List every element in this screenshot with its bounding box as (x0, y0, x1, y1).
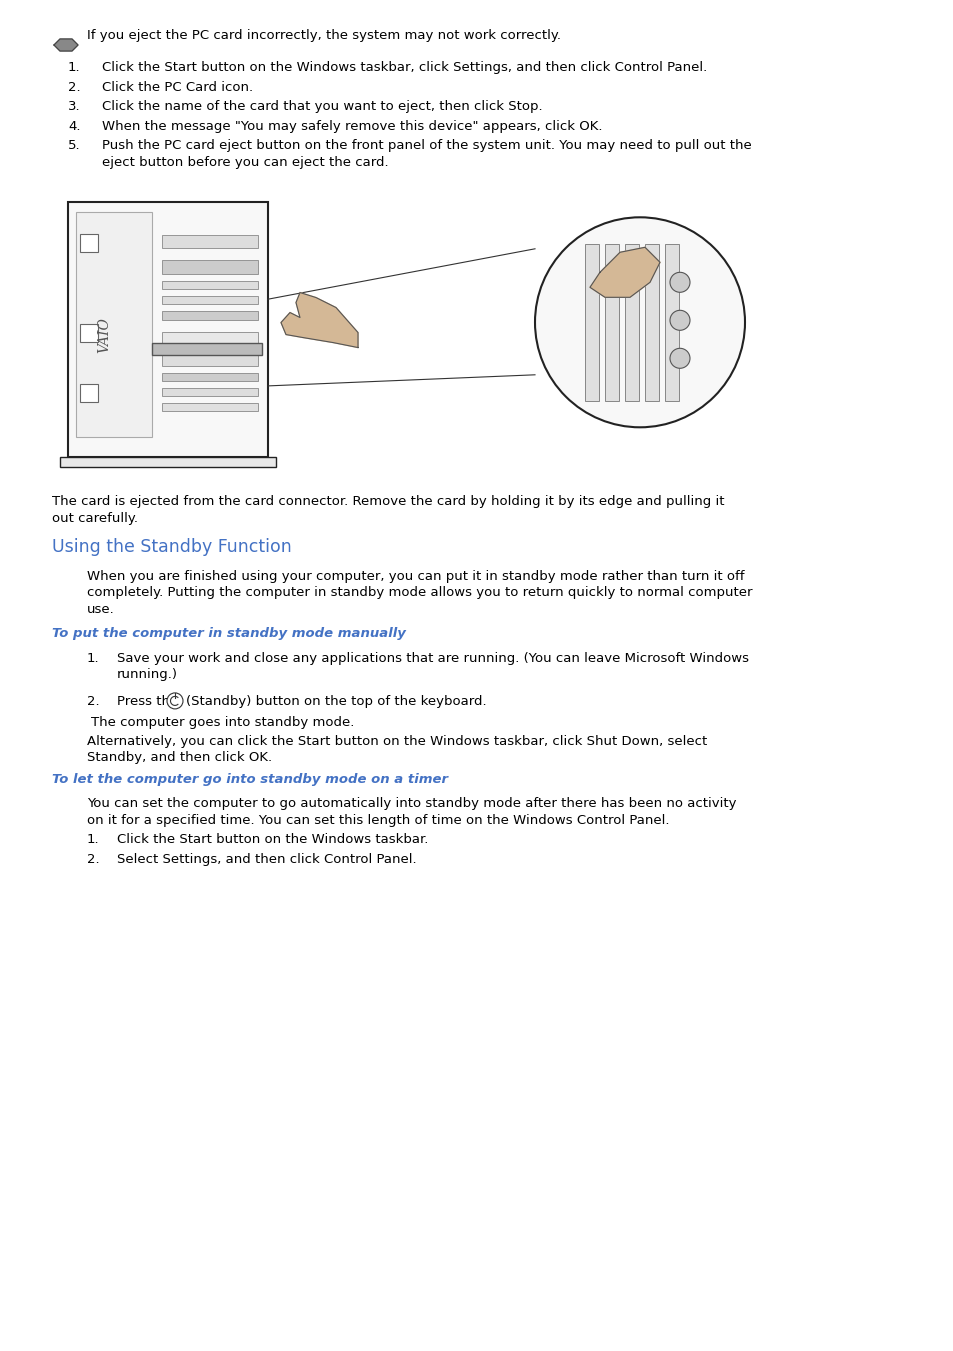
Text: 1.: 1. (87, 834, 99, 846)
Text: use.: use. (87, 603, 114, 616)
Text: The computer goes into standby mode.: The computer goes into standby mode. (91, 716, 354, 730)
Text: Click the name of the card that you want to eject, then click Stop.: Click the name of the card that you want… (102, 100, 542, 113)
Text: Alternatively, you can click the Start button on the Windows taskbar, click Shut: Alternatively, you can click the Start b… (87, 735, 706, 747)
Text: Push the PC card eject button on the front panel of the system unit. You may nee: Push the PC card eject button on the fro… (102, 139, 751, 153)
Circle shape (167, 693, 183, 709)
Polygon shape (589, 247, 659, 297)
Text: 4.: 4. (68, 120, 80, 132)
Bar (76, 212, 152, 438)
Circle shape (669, 273, 689, 292)
Bar (162, 281, 257, 289)
Text: To put the computer in standby mode manually: To put the computer in standby mode manu… (52, 627, 405, 640)
Text: (Standby) button on the top of the keyboard.: (Standby) button on the top of the keybo… (186, 694, 486, 708)
Bar (80, 234, 98, 253)
Text: Press the: Press the (117, 694, 182, 708)
Text: 2.: 2. (87, 852, 99, 866)
Bar (152, 343, 262, 354)
Bar (624, 243, 639, 401)
Text: 1.: 1. (68, 61, 81, 74)
Text: running.): running.) (117, 669, 178, 681)
Text: out carefully.: out carefully. (52, 512, 138, 524)
Bar (162, 332, 257, 345)
Text: VAIO: VAIO (97, 317, 111, 353)
Bar (664, 243, 679, 401)
Bar (162, 373, 257, 381)
Bar (584, 243, 598, 401)
Text: 2.: 2. (68, 81, 81, 93)
Text: 5.: 5. (68, 139, 81, 153)
Text: 2.: 2. (87, 694, 99, 708)
Polygon shape (54, 39, 78, 51)
Circle shape (669, 349, 689, 369)
Bar (162, 353, 257, 366)
Bar (162, 403, 257, 412)
Circle shape (535, 218, 744, 427)
Text: Standby, and then click OK.: Standby, and then click OK. (87, 751, 272, 765)
Text: 1.: 1. (87, 653, 99, 665)
Bar (80, 384, 98, 403)
Bar (604, 243, 618, 401)
Text: When you are finished using your computer, you can put it in standby mode rather: When you are finished using your compute… (87, 570, 743, 582)
Text: eject button before you can eject the card.: eject button before you can eject the ca… (102, 155, 388, 169)
Text: on it for a specified time. You can set this length of time on the Windows Contr: on it for a specified time. You can set … (87, 813, 669, 827)
Bar (162, 311, 257, 320)
Text: The card is ejected from the card connector. Remove the card by holding it by it: The card is ejected from the card connec… (52, 496, 723, 508)
Bar (162, 388, 257, 396)
Text: When the message "You may safely remove this device" appears, click OK.: When the message "You may safely remove … (102, 120, 602, 132)
Text: Save your work and close any applications that are running. (You can leave Micro: Save your work and close any application… (117, 653, 748, 665)
Bar (162, 261, 257, 274)
Text: Using the Standby Function: Using the Standby Function (52, 538, 292, 557)
Text: Click the Start button on the Windows taskbar, click Settings, and then click Co: Click the Start button on the Windows ta… (102, 61, 706, 74)
Text: completely. Putting the computer in standby mode allows you to return quickly to: completely. Putting the computer in stan… (87, 586, 752, 598)
Text: Select Settings, and then click Control Panel.: Select Settings, and then click Control … (117, 852, 416, 866)
Bar (162, 296, 257, 304)
Text: If you eject the PC card incorrectly, the system may not work correctly.: If you eject the PC card incorrectly, th… (87, 28, 560, 42)
Text: To let the computer go into standby mode on a timer: To let the computer go into standby mode… (52, 773, 448, 785)
Circle shape (669, 311, 689, 330)
Text: You can set the computer to go automatically into standby mode after there has b: You can set the computer to go automatic… (87, 797, 736, 811)
Text: 3.: 3. (68, 100, 81, 113)
Polygon shape (281, 293, 357, 347)
Text: Click the Start button on the Windows taskbar.: Click the Start button on the Windows ta… (117, 834, 428, 846)
Bar (162, 235, 257, 249)
Text: Click the PC Card icon.: Click the PC Card icon. (102, 81, 253, 93)
Bar (60, 457, 275, 467)
Bar (68, 203, 268, 457)
Bar (644, 243, 659, 401)
Bar (80, 324, 98, 342)
